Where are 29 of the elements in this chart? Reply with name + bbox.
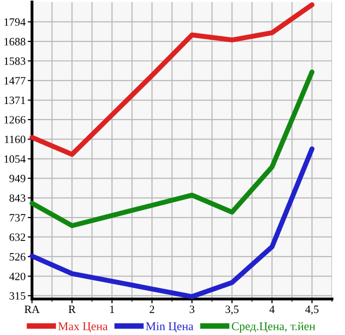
y-tick-label: 1371	[4, 96, 26, 104]
y-tick-label: 949	[9, 174, 26, 182]
y-tick-label: 1266	[4, 116, 26, 124]
y-tick-label: 526	[10, 253, 26, 261]
line-series	[30, 146, 314, 300]
legend-label: Min Цена	[146, 322, 194, 333]
legend-label: Max Цена	[58, 322, 108, 333]
x-tick-label: 3	[190, 306, 194, 314]
y-tick-label: 632	[10, 233, 26, 241]
x-tick-label: 3,5	[226, 306, 239, 315]
line-series	[30, 70, 314, 228]
y-tick-label: 1054	[4, 155, 26, 163]
line-series	[30, 2, 314, 157]
x-tick-label: RA	[24, 306, 40, 313]
y-tick-label: 843	[10, 194, 26, 202]
y-tick-label: 1477	[4, 77, 26, 84]
x-tick-label: 2	[150, 306, 154, 313]
y-tick-label: 1160	[4, 136, 26, 144]
x-tick-label: 4,5	[305, 306, 319, 315]
y-tick-label: 315	[10, 292, 26, 300]
x-tick-label: 4	[269, 306, 275, 313]
y-tick-label: 1794	[4, 18, 26, 26]
y-tick-label: 420	[9, 272, 26, 280]
legend-label: Сред.Цена, т.йен	[232, 322, 316, 333]
x-tick-label: 1	[110, 306, 114, 313]
x-tick-label: R	[68, 306, 76, 313]
y-tick-label: 1688	[4, 38, 26, 46]
y-tick-label: 737	[10, 214, 26, 222]
y-tick-label: 1583	[4, 57, 26, 65]
